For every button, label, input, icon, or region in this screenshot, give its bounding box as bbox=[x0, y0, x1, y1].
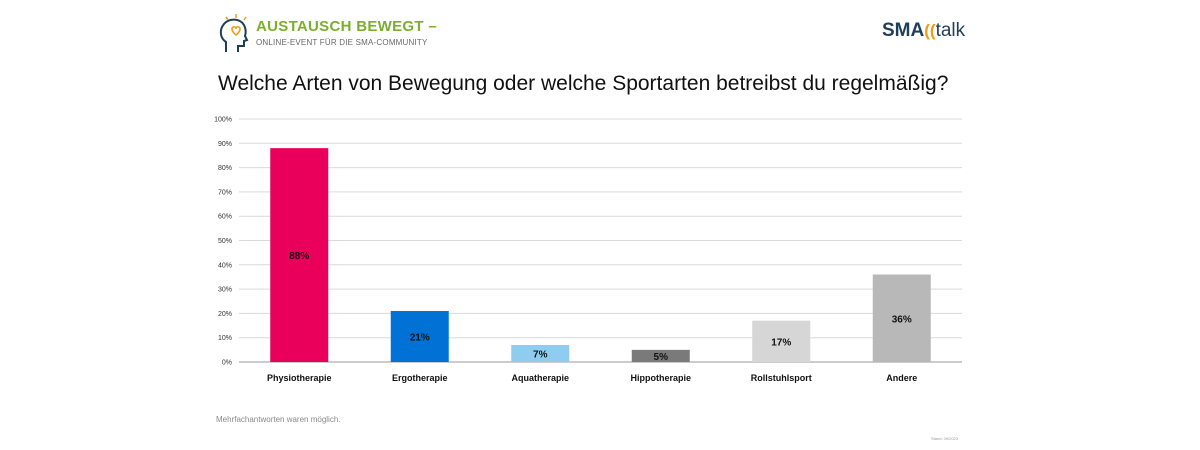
smalltalk-logo: SMA((talk bbox=[882, 20, 965, 42]
category-label: Ergotherapie bbox=[392, 373, 448, 383]
labels-layer: 0% 10% 20% 30% 40% 50% 60% 70% 80% 90% 100% 88% Phys… bbox=[214, 117, 917, 384]
head-heart-icon bbox=[219, 14, 249, 52]
y-tick-label: 70% bbox=[218, 189, 232, 196]
y-tick-label: 40% bbox=[218, 262, 232, 269]
y-tick-label: 50% bbox=[218, 238, 232, 245]
bars-layer bbox=[270, 148, 931, 362]
bar-hippotherapie bbox=[631, 349, 690, 362]
data-label: 36% bbox=[892, 314, 912, 325]
category-label: Rollstuhlsport bbox=[751, 373, 812, 383]
chart-title: Welche Arten von Bewegung oder welche Sp… bbox=[218, 72, 949, 95]
event-title: AUSTAUSCH BEWEGT – bbox=[256, 18, 437, 35]
event-logo: AUSTAUSCH BEWEGT – ONLINE-EVENT FÜR DIE … bbox=[216, 12, 437, 56]
bar-ergotherapie bbox=[390, 310, 449, 362]
grid-layer bbox=[239, 118, 962, 363]
y-tick-label: 90% bbox=[218, 141, 232, 148]
category-label: Aquatherapie bbox=[511, 373, 569, 383]
bar-aquatherapie bbox=[511, 344, 570, 362]
y-tick-label: 10% bbox=[218, 335, 232, 342]
y-tick-label: 60% bbox=[218, 214, 232, 221]
bar-physiotherapie bbox=[270, 148, 329, 362]
data-label: 5% bbox=[654, 352, 669, 363]
category-label: Hippotherapie bbox=[630, 373, 691, 383]
y-tick-label: 30% bbox=[218, 287, 232, 294]
data-label: 21% bbox=[410, 332, 430, 343]
event-subtitle: ONLINE-EVENT FÜR DIE SMA-COMMUNITY bbox=[256, 38, 428, 47]
footnote: Mehrfachantworten waren möglich. bbox=[216, 415, 341, 424]
y-tick-label: 0% bbox=[222, 360, 232, 367]
category-label: Andere bbox=[886, 373, 917, 383]
brand-sma: SMA bbox=[882, 20, 925, 41]
brand-talk: talk bbox=[935, 20, 966, 41]
source-note: Stand: 09/2023 bbox=[931, 436, 959, 441]
bar-rollstuhlsport bbox=[752, 320, 811, 362]
y-tick-label: 20% bbox=[218, 311, 232, 318]
y-tick-label: 100% bbox=[214, 117, 232, 124]
data-label: 17% bbox=[771, 337, 791, 348]
bar-andere bbox=[872, 274, 931, 362]
y-tick-label: 80% bbox=[218, 165, 232, 172]
brand-arc: (( bbox=[924, 21, 936, 40]
data-label: 7% bbox=[533, 349, 548, 360]
data-label: 88% bbox=[289, 251, 309, 262]
category-label: Physiotherapie bbox=[267, 373, 332, 383]
